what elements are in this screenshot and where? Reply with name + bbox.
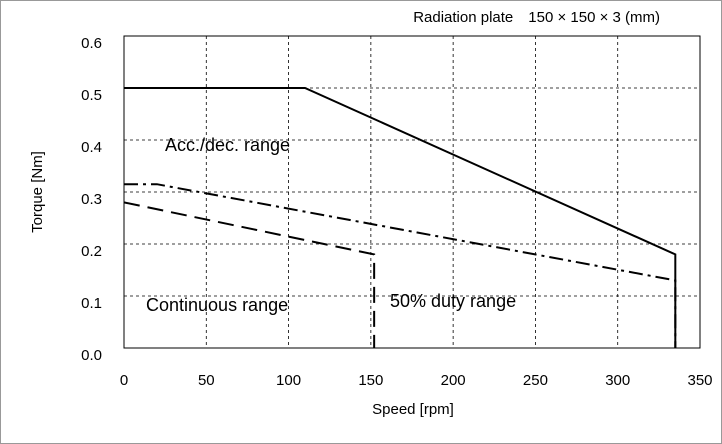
series-line (123, 201, 376, 348)
x-tick-label: 0 (120, 372, 128, 389)
plot-frame (123, 35, 701, 349)
y-tick-label: 0.1 (81, 295, 102, 312)
annotation: 50% duty range (390, 291, 516, 311)
annotation: Acc./dec. range (165, 135, 290, 155)
x-tick-label: 100 (276, 372, 301, 389)
x-tick-label: 250 (523, 372, 548, 389)
chart-title: Radiation plate 150 × 150 × 3 (mm) (413, 9, 660, 26)
x-tick-label: 150 (358, 372, 383, 389)
y-axis-label: Torque [Nm] (29, 151, 46, 233)
x-tick-label: 350 (687, 372, 712, 389)
y-tick-label: 0.0 (81, 347, 102, 364)
y-tick-label: 0.5 (81, 87, 102, 104)
x-tick-label: 300 (605, 372, 630, 389)
y-tick-label: 0.2 (81, 243, 102, 260)
y-tick-label: 0.6 (81, 35, 102, 52)
x-tick-label: 50 (198, 372, 215, 389)
y-tick-label: 0.3 (81, 191, 102, 208)
x-tick-label: 200 (441, 372, 466, 389)
y-tick-label: 0.4 (81, 139, 102, 156)
annotation: Continuous range (146, 295, 288, 315)
x-axis-label: Speed [rpm] (372, 401, 454, 418)
